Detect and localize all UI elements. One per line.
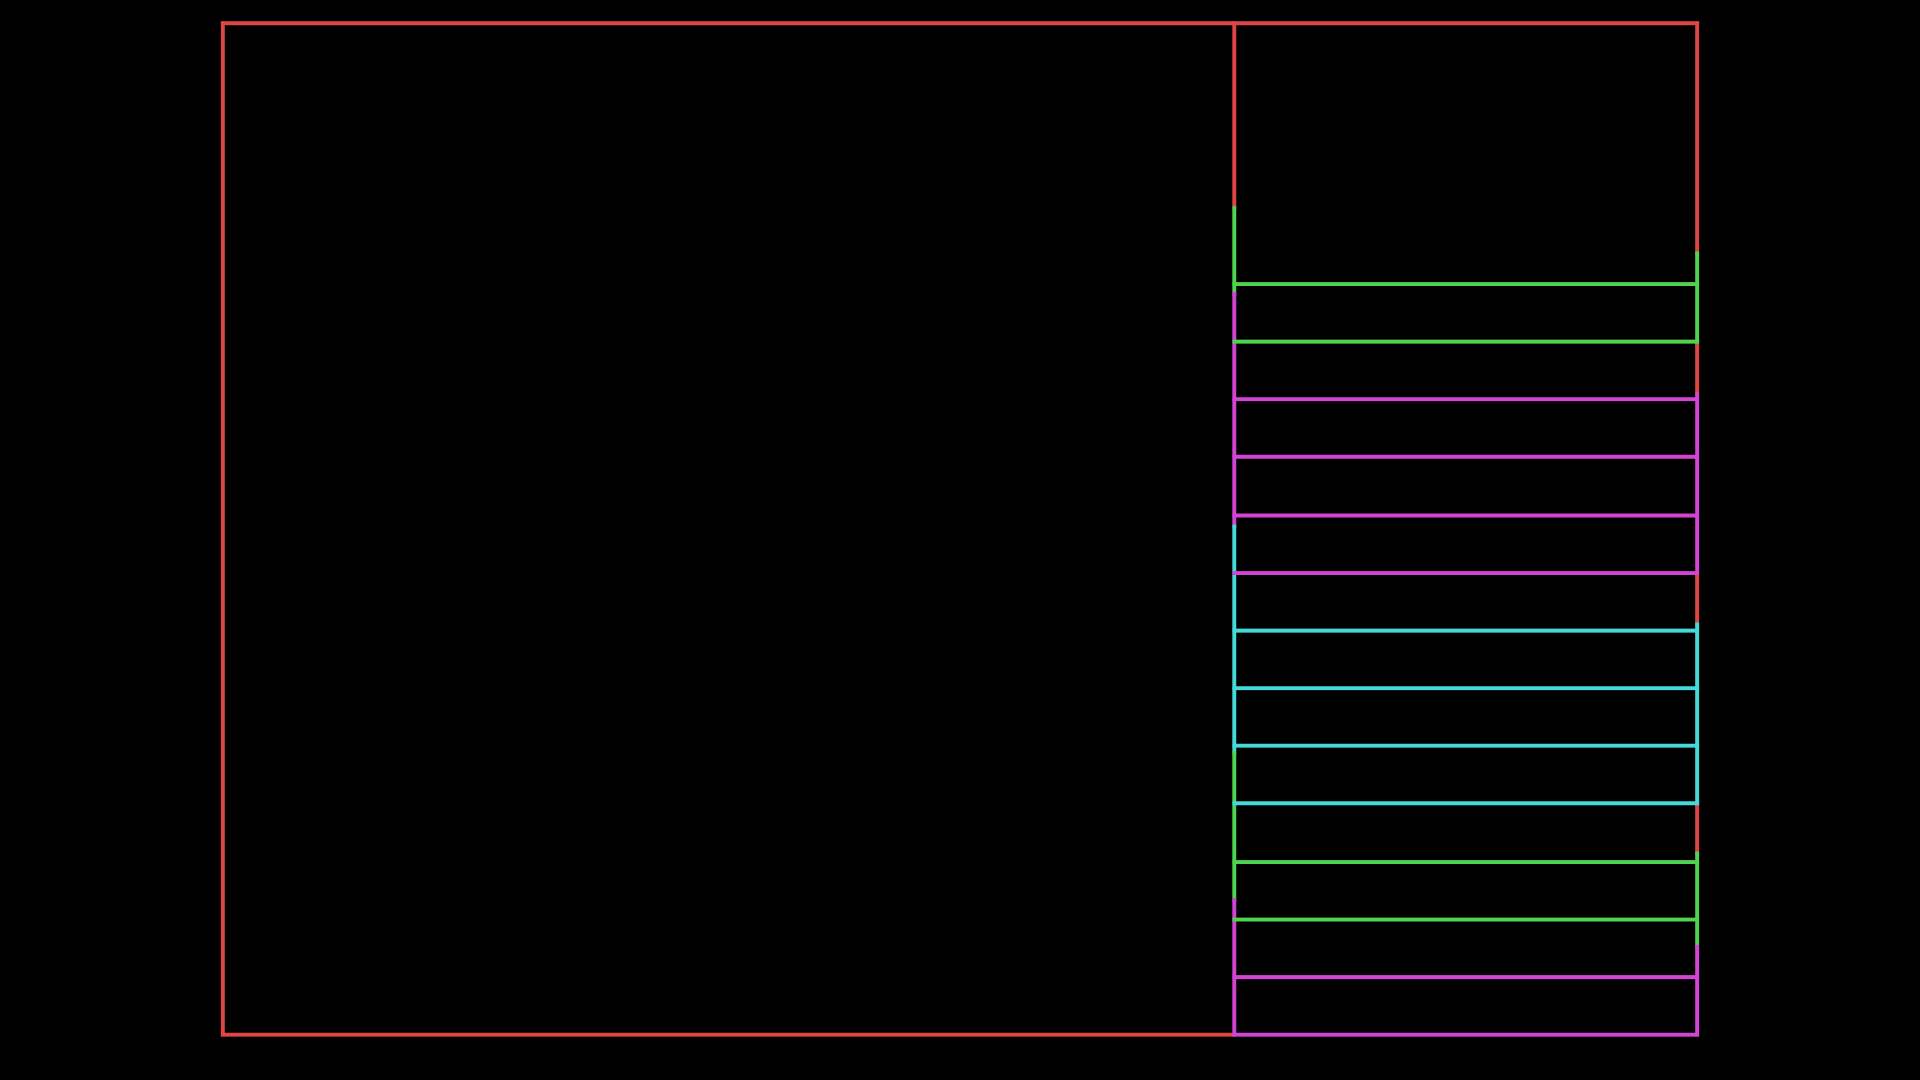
layout-wireframe [220,21,1700,1037]
body [220,21,1700,1037]
page: {} html, body { margin: 0; padding: 0; b… [220,21,1700,1037]
